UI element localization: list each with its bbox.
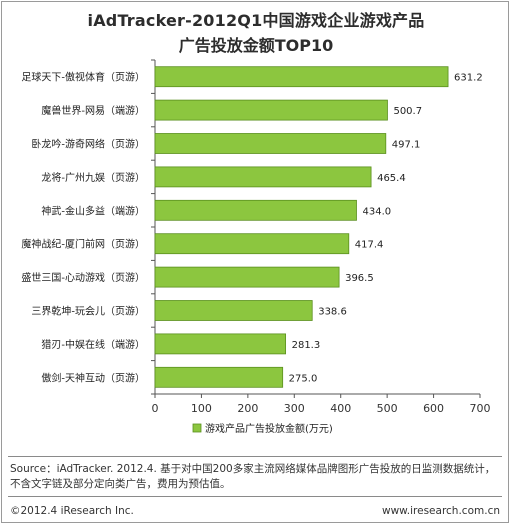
legend-swatch <box>192 423 202 433</box>
copyright-text: ©2012.4 iResearch Inc. <box>10 505 134 517</box>
x-tick-label: 300 <box>284 402 305 415</box>
category-label: 盛世三国-心动游戏（页游） <box>21 271 145 284</box>
bar-value-label: 434.0 <box>363 206 392 217</box>
bar-value-label: 465.4 <box>377 173 406 184</box>
source-divider-top <box>8 456 502 457</box>
category-label: 魔神战纪-厦门前网（页游） <box>21 238 145 251</box>
bar-value-label: 417.4 <box>355 240 384 251</box>
bar-value-label: 631.2 <box>454 73 483 84</box>
category-label: 卧龙吟-游奇网络（页游） <box>31 138 145 151</box>
x-tick-label: 500 <box>377 402 398 415</box>
bar-value-label: 500.7 <box>393 106 422 117</box>
chart-title-line2: 广告投放金额TOP10 <box>178 36 334 55</box>
bar <box>154 333 287 355</box>
bar-value-label: 275.0 <box>289 373 318 384</box>
category-label: 龙将-广州九娱（页游） <box>41 171 145 184</box>
bar <box>154 300 313 321</box>
bar <box>154 266 340 288</box>
bar <box>154 99 388 121</box>
source-note-line2: 不含文字链及部分定向类广告，费用为预估值。 <box>10 478 231 490</box>
bar <box>154 166 372 188</box>
bar <box>154 66 449 88</box>
bar-value-label: 281.3 <box>292 340 321 351</box>
bar-value-label: 497.1 <box>392 140 421 151</box>
x-tick-label: 100 <box>191 402 212 415</box>
category-label: 猎刃-中娱在线（端游） <box>41 338 145 351</box>
x-tick-label: 0 <box>152 402 159 415</box>
bar-value-label: 338.6 <box>318 307 347 318</box>
x-tick-label: 400 <box>330 402 351 415</box>
category-label: 魔兽世界-网易（端游） <box>41 104 145 117</box>
source-note-line1: Source：iAdTracker. 2012.4. 基于对中国200多家主流网… <box>10 463 496 475</box>
x-tick-label: 200 <box>237 402 258 415</box>
bar <box>154 133 387 154</box>
website-link[interactable]: www.iresearch.com.cn <box>381 505 500 517</box>
category-label: 神武-金山多益（端游） <box>41 204 145 217</box>
x-tick-label: 600 <box>423 402 444 415</box>
category-label: 三界乾坤-玩会儿（页游） <box>31 305 145 318</box>
bar <box>154 199 357 221</box>
legend-label: 游戏产品广告投放金额(万元) <box>205 422 333 435</box>
bar <box>154 233 350 255</box>
bar-value-label: 396.5 <box>345 273 374 284</box>
bar <box>154 366 284 388</box>
source-divider-bottom <box>8 496 502 497</box>
category-label: 足球天下-傲视体育（页游） <box>21 71 145 84</box>
x-tick-label: 700 <box>470 402 491 415</box>
chart-title-line1: iAdTracker-2012Q1中国游戏企业游戏产品 <box>87 11 425 30</box>
category-label: 傲剑-天神互动（页游） <box>41 371 145 384</box>
